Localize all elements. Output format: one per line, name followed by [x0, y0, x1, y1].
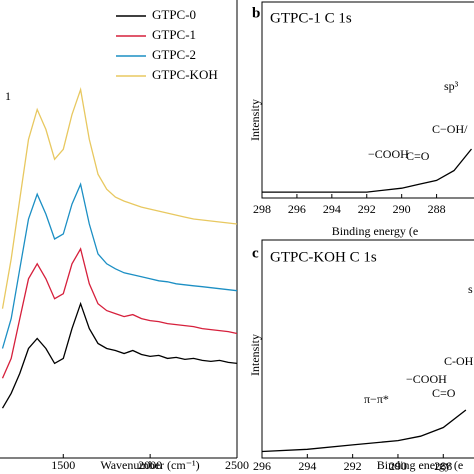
x-tick-label: 292 [344, 459, 362, 473]
annotation: C=O [432, 386, 456, 400]
plot-frame [261, 239, 474, 459]
x-tick-label: 296 [288, 202, 306, 216]
panel-label: c [252, 245, 259, 261]
x-tick-label: 288 [428, 202, 446, 216]
x-tick-label: 294 [298, 459, 316, 473]
series-line [262, 148, 473, 193]
annotation: C-OH [444, 354, 474, 368]
annotation: 1 [5, 89, 11, 103]
plot-frame [261, 1, 474, 199]
y-axis-label: Intensity [248, 99, 262, 141]
x-tick-label: 290 [389, 459, 407, 473]
annotation: −COOH [406, 372, 447, 386]
y-axis-label: Intensity [248, 334, 262, 376]
x-axis-label: Binding energy (e [332, 224, 418, 238]
legend-label: GTPC-KOH [152, 67, 218, 82]
x-tick-label: 298 [253, 202, 271, 216]
series-line [1, 182, 238, 349]
annotation: C=O [406, 149, 430, 163]
x-tick-label: 2500 [225, 458, 249, 472]
x-tick-label: 2000 [138, 458, 162, 472]
x-axis-label: Wavenumber (cm⁻¹) [100, 458, 199, 472]
chart-title: GTPC-1 C 1s [270, 10, 352, 26]
annotation: C−OH/ [432, 122, 468, 136]
annotation: π−π* [364, 392, 389, 406]
x-tick-label: 288 [434, 459, 452, 473]
x-tick-label: 1500 [51, 458, 75, 472]
series-line [1, 87, 238, 309]
annotation: sp³ [444, 79, 459, 93]
x-tick-label: 290 [393, 202, 411, 216]
series-line [1, 247, 238, 379]
x-tick-label: 296 [253, 459, 271, 473]
legend-label: GTPC-1 [152, 27, 196, 42]
chart-title: GTPC-KOH C 1s [270, 249, 377, 265]
x-axis-label: Binding energy (e [377, 458, 463, 472]
panel-label: b [252, 5, 260, 21]
x-tick-label: 294 [323, 202, 341, 216]
annotation: s [468, 282, 473, 296]
x-tick-label: 292 [358, 202, 376, 216]
legend-label: GTPC-2 [152, 47, 196, 62]
series-line [1, 301, 238, 409]
legend-label: GTPC-0 [152, 7, 196, 22]
annotation: −COOH [368, 147, 409, 161]
series-line [261, 409, 467, 453]
